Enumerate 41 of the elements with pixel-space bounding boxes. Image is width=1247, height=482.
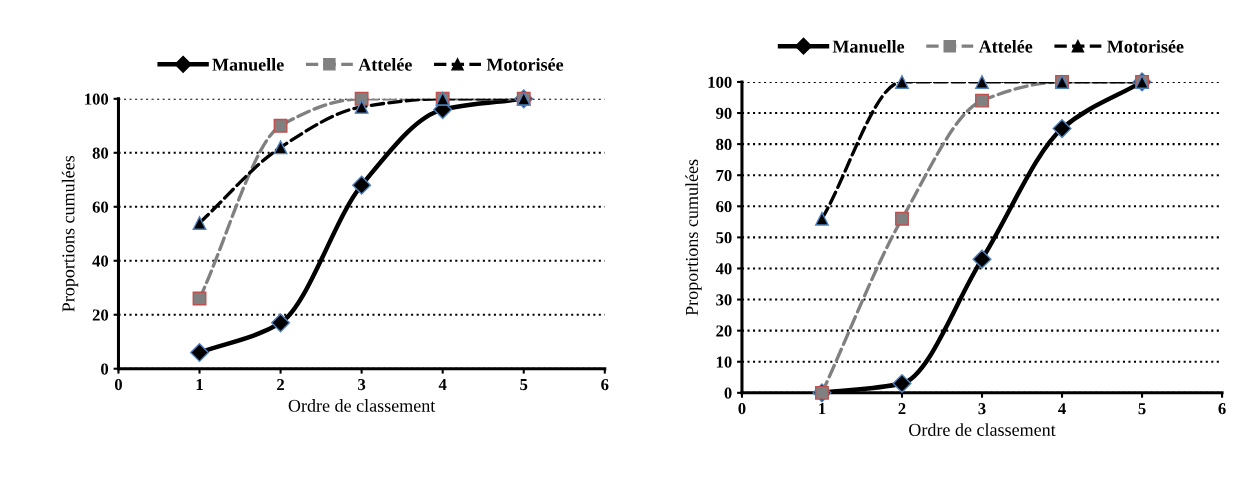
- y-tick-label: 80: [92, 147, 109, 159]
- legend-label: Motorisée: [486, 58, 564, 71]
- y-tick-label: 60: [716, 201, 732, 213]
- legend-label: Motorisée: [1107, 39, 1184, 53]
- y-tick-label: 100: [85, 93, 109, 105]
- y-tick-label: 20: [716, 325, 732, 337]
- x-tick-label: 2: [277, 378, 285, 391]
- legend-label: Manuelle: [212, 58, 284, 71]
- legend-label: Manuelle: [832, 39, 905, 53]
- y-tick-label: 0: [724, 387, 732, 399]
- x-tick-label: 6: [601, 378, 609, 391]
- x-axis-title: Ordre de classement: [909, 423, 1056, 436]
- x-tick-label: 1: [819, 403, 826, 415]
- x-tick-label: 0: [114, 378, 122, 391]
- y-tick-label: 80: [716, 138, 732, 151]
- legend-label: Attelée: [978, 39, 1033, 53]
- x-tick-label: 3: [978, 403, 986, 415]
- y-tick-label: 40: [92, 255, 109, 267]
- x-axis-title: Ordre de classement: [288, 399, 436, 412]
- x-tick-label: 5: [520, 379, 528, 391]
- y-tick-label: 100: [708, 76, 732, 88]
- y-tick-label: 70: [716, 169, 732, 182]
- x-tick-label: 3: [358, 378, 366, 391]
- x-tick-label: 0: [738, 403, 746, 415]
- y-tick-label: 10: [716, 356, 732, 368]
- x-tick-label: 6: [1218, 403, 1226, 415]
- y-tick-label: 20: [92, 309, 109, 321]
- x-tick-label: 5: [1138, 403, 1146, 415]
- legend-label: Attelée: [358, 58, 412, 71]
- y-tick-label: 30: [716, 294, 732, 306]
- x-tick-label: 2: [898, 403, 906, 415]
- x-tick-label: 4: [438, 379, 447, 391]
- x-tick-label: 4: [1058, 403, 1066, 415]
- y-tick-label: 50: [716, 232, 732, 244]
- y-axis-title: Proportions cumulées: [685, 159, 702, 316]
- x-tick-label: 1: [196, 379, 203, 391]
- y-tick-label: 90: [716, 107, 732, 119]
- y-tick-label: 40: [715, 263, 732, 275]
- y-axis-title: Proportions cumulées: [61, 155, 79, 312]
- y-tick-label: 60: [92, 201, 109, 213]
- y-tick-label: 0: [101, 363, 109, 375]
